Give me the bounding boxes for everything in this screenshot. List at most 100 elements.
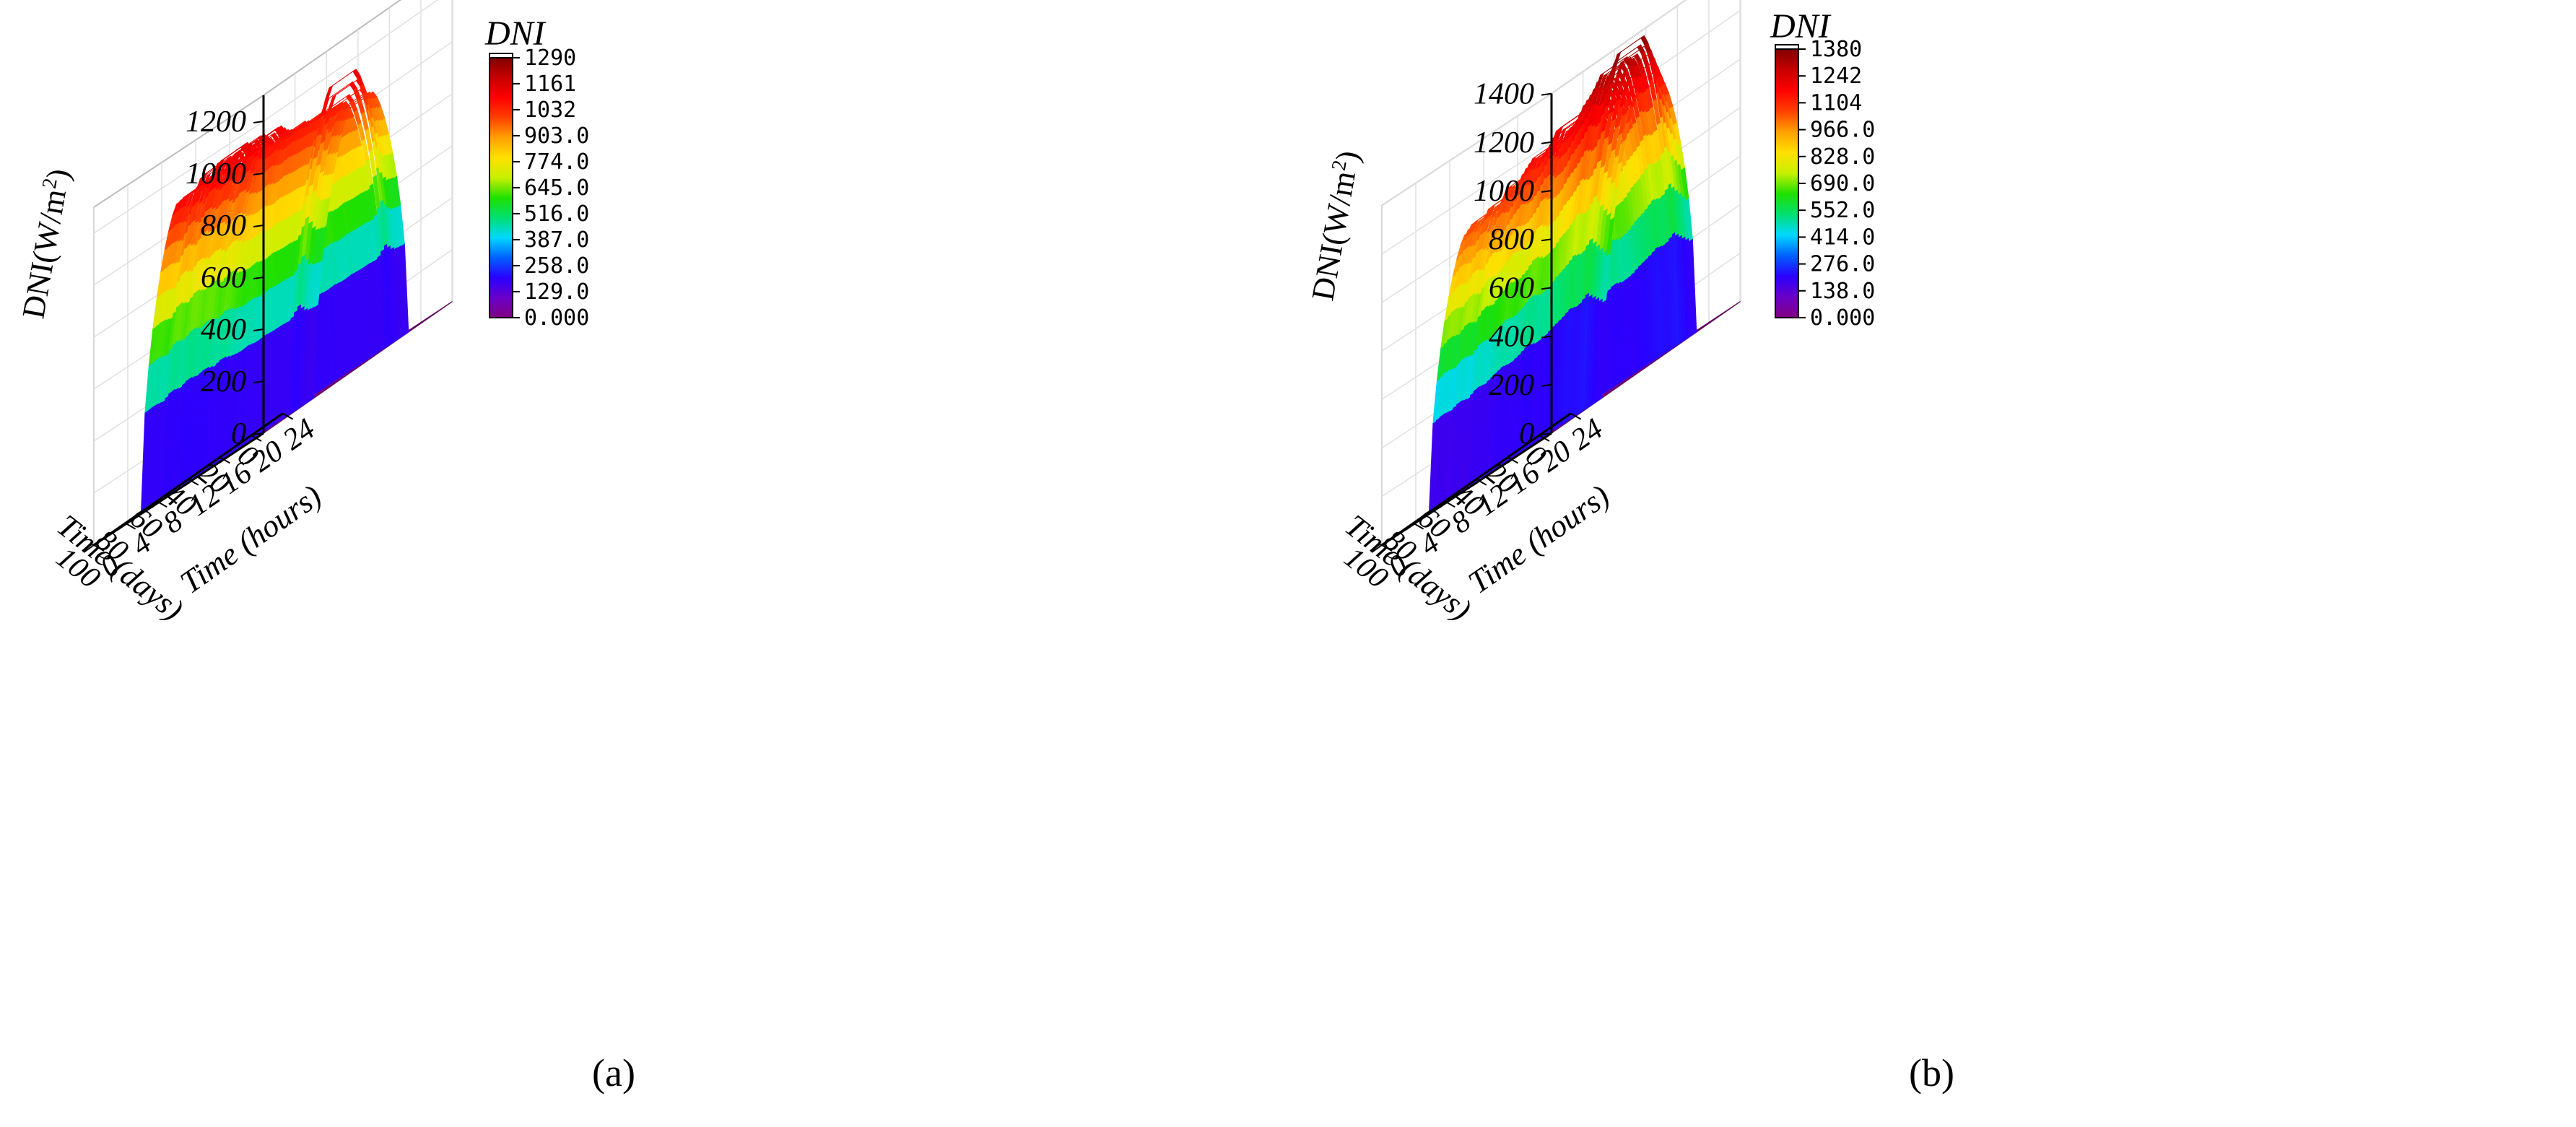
colorbar-tick-label: 138.0 [1810, 279, 1875, 304]
surface-chart-a: 0200400600800100012000204060801000481216… [15, 0, 589, 627]
x-tick [1541, 432, 1552, 441]
y-tick [1507, 456, 1518, 464]
z-axis-title-main: DNI(W/m [1305, 168, 1362, 303]
colorbar-title: DNI [1770, 7, 1832, 45]
surface-patch [1689, 238, 1697, 335]
z-tick [1541, 190, 1552, 193]
y-tick [93, 544, 105, 552]
y-tick [188, 478, 199, 486]
surface-chart-b: 0200400600800100012001400020406080100048… [1305, 0, 1875, 627]
z-tick [253, 121, 264, 123]
colorbar-tick-label: 903.0 [524, 123, 589, 149]
z-tick [1541, 92, 1552, 96]
z-tick [253, 328, 264, 331]
z-tick-label: 200 [201, 365, 246, 399]
y-tick [156, 500, 167, 508]
chart-panel-b: 0 200 400 600 800 1000 1200 1400 0 20 40 60 80 100 0 4 8… [1288, 0, 2576, 1127]
z-tick [1541, 141, 1552, 144]
panel-label-b: (b) [1909, 1051, 1954, 1095]
z-tick-label: 1000 [1474, 175, 1534, 208]
surface-mesh [140, 69, 409, 513]
colorbar-tick-label: 1290 [524, 45, 576, 71]
colorbar-cap [489, 53, 513, 58]
x-tick [219, 455, 230, 464]
z-axis-title-sup: 2 [1327, 158, 1351, 172]
colorbar-tick-label: 1032 [524, 97, 576, 123]
y-tick [282, 412, 294, 420]
colorbar-gradient [1775, 48, 1799, 318]
z-tick [253, 432, 264, 435]
colorbar-tick-label: 1161 [524, 71, 576, 97]
z-tick-label: 1400 [1474, 78, 1534, 111]
colorbar-cap [1775, 44, 1799, 50]
x-tick [1371, 544, 1383, 553]
z-tick-label: 600 [1489, 271, 1534, 305]
z-tick [1541, 238, 1552, 242]
x-tick [1507, 455, 1518, 464]
colorbar-tick-label: 129.0 [524, 279, 589, 305]
z-tick-label: 0 [1519, 417, 1534, 451]
colorbar-tick-label: 258.0 [524, 253, 589, 279]
x-tick [1439, 500, 1450, 508]
y-tick [1381, 544, 1393, 552]
z-tick-label: 200 [1489, 369, 1534, 402]
y-tick [1539, 435, 1550, 442]
colorbar-tick-label: 1380 [1810, 37, 1862, 62]
colorbar-tick-label: 966.0 [1810, 118, 1875, 143]
colorbar-tick-label: 414.0 [1810, 225, 1875, 250]
z-tick [1541, 287, 1552, 290]
z-tick-label: 1000 [186, 157, 246, 191]
plot-area: 0200400600800100012000204060801000481216… [15, 0, 453, 627]
colorbar: 0.000138.0276.0414.0552.0690.0828.0966.0… [1770, 7, 1875, 331]
colorbar-tick-label: 552.0 [1810, 198, 1875, 223]
z-tick-label: 800 [201, 209, 246, 243]
colorbar-tick-label: 774.0 [524, 149, 589, 175]
z-tick [253, 225, 264, 227]
colorbar-tick-label: 645.0 [524, 175, 589, 201]
colorbar-tick-label: 0.000 [524, 305, 589, 331]
x-tick [185, 477, 196, 486]
z-tick [1541, 383, 1552, 387]
grid-line-z [1381, 142, 1552, 255]
z-tick-label: 0 [231, 417, 246, 451]
z-tick-label: 400 [201, 313, 246, 347]
panel-label-a: (a) [592, 1051, 635, 1095]
z-axis-title: DNI(W/m2) [15, 166, 77, 321]
colorbar-tick-label: 276.0 [1810, 252, 1875, 277]
colorbar-tick-label: 690.0 [1810, 171, 1875, 196]
z-tick [253, 277, 264, 279]
y-tick [1413, 522, 1424, 530]
plot-area: 0200400600800100012001400020406080100048… [1305, 0, 1741, 627]
colorbar-tick-label: 1242 [1810, 64, 1862, 89]
z-tick [1541, 335, 1552, 339]
colorbar-tick-label: 828.0 [1810, 144, 1875, 170]
x-tick [253, 432, 264, 441]
colorbar-tick-label: 387.0 [524, 227, 589, 253]
colorbar-gradient [489, 57, 513, 318]
z-axis-title-sup: 2 [38, 176, 61, 190]
x-tick [151, 500, 162, 508]
colorbar-tick-label: 0.000 [1810, 305, 1875, 331]
z-tick-label: 400 [1489, 321, 1534, 354]
y-tick [251, 435, 262, 442]
z-tick-label: 800 [1489, 223, 1534, 256]
y-tick [219, 456, 230, 464]
chart-panel-a: 0 200 400 600 800 1000 1200 0 20 40 60 80 100 0 4 8 12 16… [15, 0, 635, 1095]
z-tick-label: 1200 [186, 105, 246, 139]
y-tick [125, 522, 136, 530]
grid-line-z [1381, 92, 1552, 206]
y-tick [1444, 500, 1455, 508]
z-tick [253, 380, 264, 383]
z-tick-label: 600 [201, 261, 246, 295]
x-tick [83, 544, 95, 553]
colorbar: 0.000129.0258.0387.0516.0645.0774.0903.0… [484, 14, 589, 331]
surface-patch [401, 243, 409, 335]
y-tick [1476, 478, 1487, 486]
z-tick [1541, 432, 1552, 435]
z-axis-title: DNI(W/m2) [1305, 148, 1366, 303]
colorbar-tick-label: 516.0 [524, 201, 589, 227]
z-tick-label: 1200 [1474, 126, 1534, 160]
x-tick [1473, 477, 1484, 486]
z-axis-title-main: DNI(W/m [15, 186, 73, 321]
y-tick [1570, 412, 1582, 420]
